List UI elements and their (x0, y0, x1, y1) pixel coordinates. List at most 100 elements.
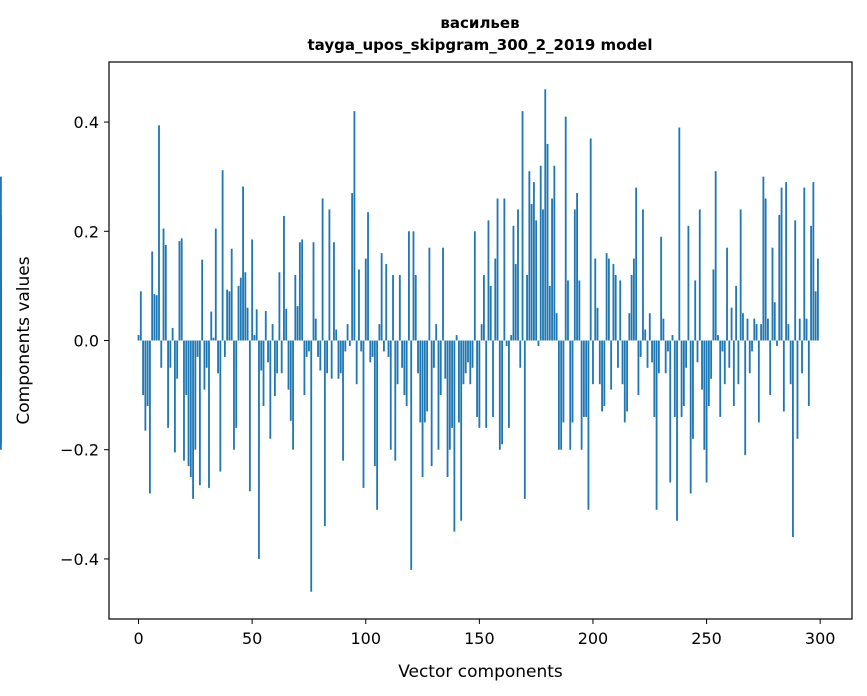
bar (478, 340, 481, 428)
bar (787, 324, 790, 341)
y-tick-label: −0.2 (60, 441, 99, 460)
y-tick-label: 0.4 (74, 113, 99, 132)
chart-subtitle: tayga_upos_skipgram_300_2_2019 model (308, 36, 653, 54)
x-tick-label: 200 (578, 629, 609, 648)
bar (310, 340, 313, 592)
bar (194, 340, 197, 450)
bar (160, 340, 163, 368)
bar (644, 329, 647, 341)
bar (239, 277, 242, 341)
bar (546, 143, 549, 341)
bar (419, 340, 422, 423)
bar (630, 274, 633, 341)
bar (223, 340, 226, 357)
plot-frame (108, 61, 853, 620)
bar (576, 193, 578, 341)
bar (173, 340, 176, 453)
bar (169, 340, 172, 368)
bar (655, 340, 658, 510)
bar (496, 198, 499, 341)
bar (198, 340, 201, 486)
bar (314, 318, 317, 341)
bar (408, 231, 410, 341)
bar (417, 340, 419, 374)
bar (278, 272, 281, 341)
x-tick-label: 300 (805, 629, 836, 648)
bar (705, 340, 708, 483)
x-axis-label: Vector components (398, 662, 563, 682)
bar (335, 329, 338, 341)
bar (271, 324, 274, 341)
bar (803, 187, 806, 341)
bar (571, 340, 574, 423)
bar (814, 291, 817, 341)
bar (517, 209, 519, 341)
bar (155, 295, 158, 341)
bar (471, 340, 474, 368)
bar (605, 253, 608, 341)
bar (217, 340, 219, 374)
bar (319, 340, 322, 371)
bar (464, 340, 467, 374)
bar (798, 318, 801, 341)
bar (739, 209, 742, 341)
bar (455, 335, 458, 341)
bar (178, 241, 181, 341)
bar (498, 340, 501, 450)
bar (762, 176, 765, 341)
bar (601, 340, 603, 412)
bar (767, 318, 769, 341)
bar (346, 324, 349, 341)
bar (539, 165, 542, 341)
bar (694, 280, 697, 341)
bar (746, 318, 749, 341)
bar (596, 307, 599, 341)
bar (573, 209, 576, 341)
bar (548, 285, 551, 341)
bar (701, 340, 703, 390)
bar (403, 340, 406, 396)
bar (801, 340, 803, 374)
bar (592, 340, 594, 385)
bar (817, 258, 819, 341)
bar (728, 340, 731, 368)
bar (196, 340, 199, 357)
bar (333, 242, 335, 341)
bar (621, 340, 624, 385)
bar (176, 340, 179, 379)
bar (737, 340, 740, 385)
bar (387, 340, 390, 357)
bar (137, 335, 140, 341)
bar (364, 258, 367, 341)
bar (276, 340, 279, 374)
bar (648, 313, 651, 341)
bar (430, 340, 433, 467)
bar (771, 247, 774, 341)
bar (428, 247, 431, 341)
bar (264, 311, 267, 341)
bar (389, 340, 392, 450)
bar (158, 125, 160, 341)
bar (792, 340, 794, 538)
bar (503, 198, 506, 341)
bar (326, 340, 329, 374)
bar (330, 340, 333, 379)
bar (678, 127, 681, 341)
bar (376, 340, 379, 510)
bar (285, 308, 288, 341)
bar (505, 340, 508, 346)
bar (339, 340, 342, 374)
bar (219, 340, 222, 472)
bar (273, 340, 276, 397)
x-tick-label: 250 (691, 629, 722, 648)
bar (153, 294, 156, 341)
bar (642, 209, 644, 341)
bar (796, 340, 799, 439)
bar (201, 259, 204, 341)
bar (744, 340, 747, 456)
bar (553, 165, 556, 341)
bar (248, 340, 251, 492)
bar (180, 238, 183, 341)
bar (721, 340, 724, 352)
bar (551, 198, 553, 341)
